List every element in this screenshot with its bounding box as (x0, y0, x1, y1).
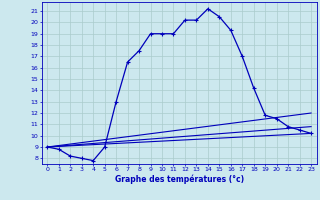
X-axis label: Graphe des températures (°c): Graphe des températures (°c) (115, 174, 244, 184)
